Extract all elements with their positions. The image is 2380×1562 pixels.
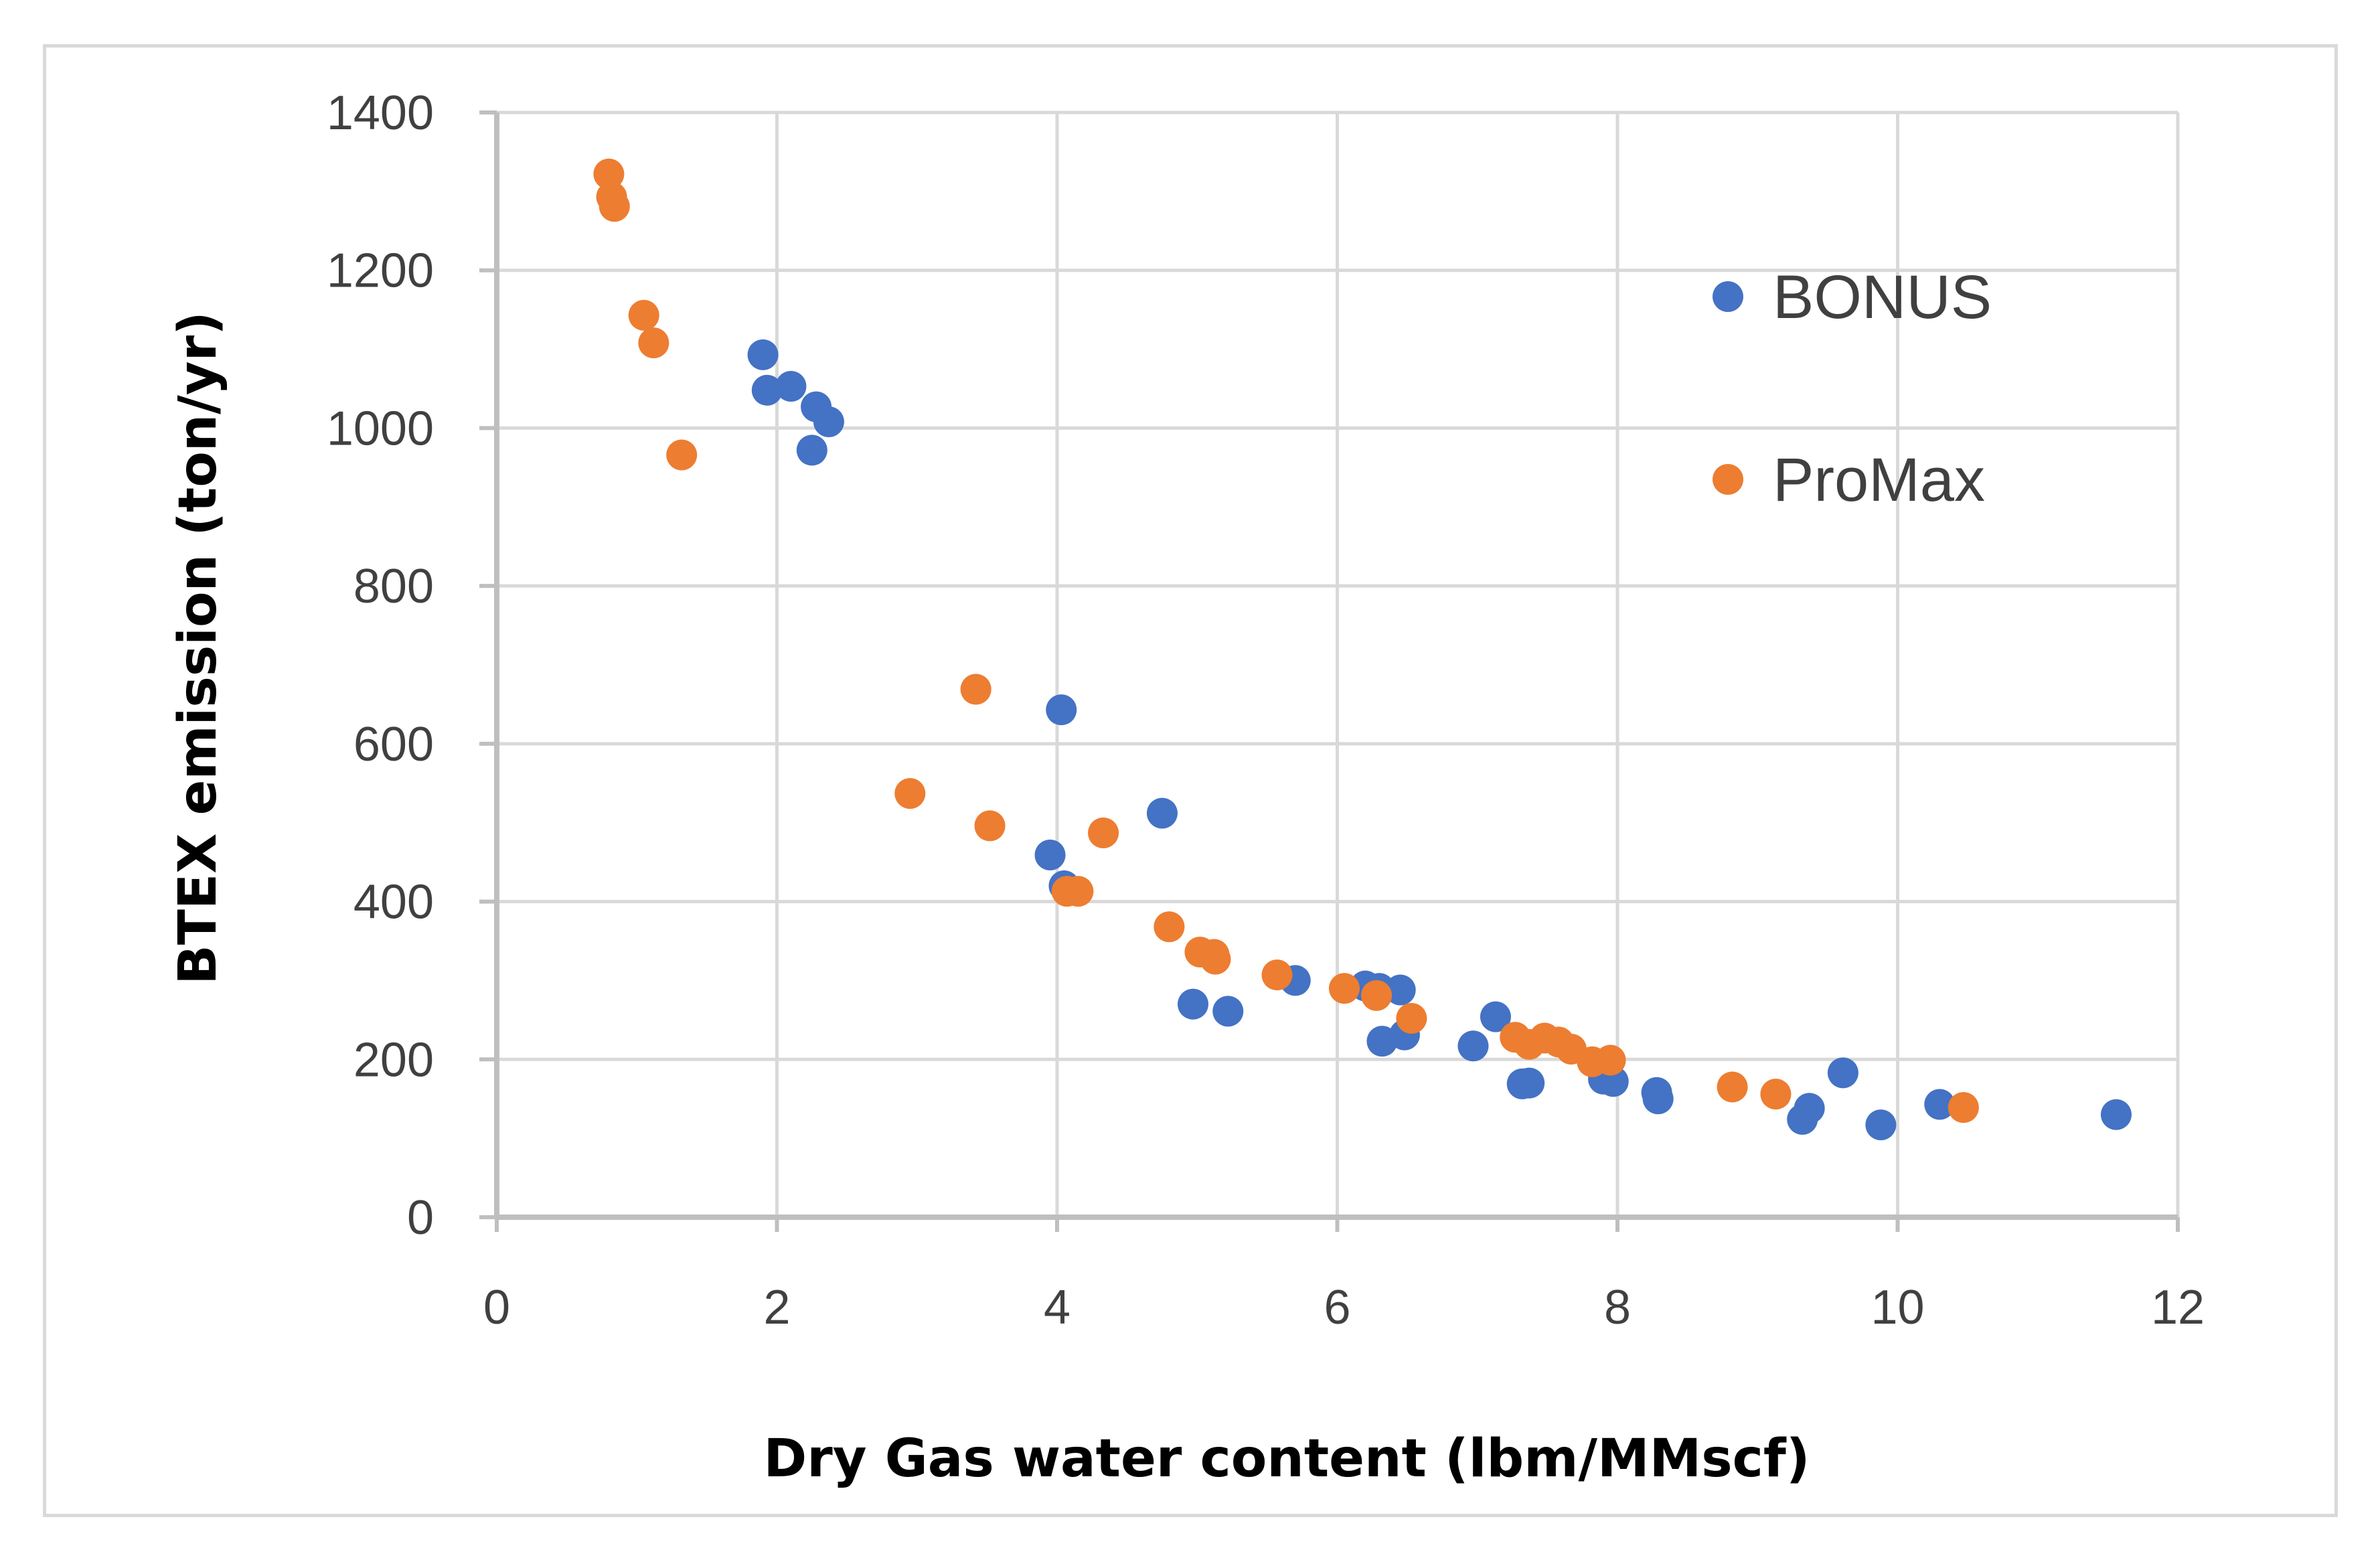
data-point-promax (894, 778, 926, 809)
y-tick-label: 800 (353, 560, 434, 613)
y-tick-label: 200 (353, 1033, 434, 1087)
data-point-promax (1328, 973, 1360, 1004)
data-point-bonus (813, 406, 844, 437)
x-tick-label: 8 (1604, 1281, 1631, 1334)
series-promax (593, 158, 1979, 1123)
legend-marker-bonus (1713, 281, 1743, 312)
x-tick-label: 2 (763, 1281, 790, 1334)
data-point-promax (638, 327, 669, 359)
data-point-promax (1088, 817, 1119, 849)
data-point-bonus (1924, 1089, 1956, 1120)
data-point-promax (1948, 1092, 1979, 1123)
x-tick-label: 6 (1324, 1281, 1350, 1334)
data-point-promax (1200, 943, 1231, 975)
data-point-bonus (1034, 840, 1066, 871)
legend-label-bonus: BONUS (1773, 263, 1992, 331)
legend-label-promax: ProMax (1773, 446, 1985, 514)
chart-frame (43, 44, 2338, 1517)
data-point-promax (628, 299, 659, 331)
data-point-bonus (751, 374, 783, 406)
y-tick-label: 1400 (327, 86, 434, 140)
data-point-bonus (1642, 1083, 1674, 1115)
data-point-promax (1361, 980, 1393, 1011)
data-point-bonus (1865, 1109, 1897, 1141)
data-point-bonus (747, 339, 779, 370)
legend-marker-promax (1713, 464, 1743, 495)
data-point-bonus (1794, 1093, 1825, 1124)
data-point-promax (1717, 1071, 1748, 1103)
data-point-bonus (1384, 974, 1416, 1006)
y-axis-title: BTEX emission (ton/yr) (168, 311, 228, 985)
axes (479, 110, 2180, 1232)
data-points (593, 158, 2132, 1141)
data-point-promax (593, 158, 625, 189)
x-tick-label: 12 (2151, 1281, 2205, 1334)
data-point-promax (1760, 1079, 1792, 1110)
data-point-bonus (1480, 1001, 1511, 1032)
data-point-promax (599, 191, 630, 222)
tick-labels: 0 200 400 600 800 1000 1200 1400 0 2 4 6 8 10 12 (327, 86, 2205, 1334)
x-tick-label: 10 (1871, 1281, 1924, 1334)
data-point-promax (666, 439, 698, 471)
data-point-promax (1396, 1003, 1427, 1034)
y-tick-label: 0 (407, 1191, 434, 1245)
series-bonus (747, 339, 2132, 1141)
data-point-promax (1261, 959, 1293, 991)
data-point-bonus (796, 435, 827, 466)
y-tick-label: 400 (353, 876, 434, 929)
data-point-promax (1595, 1044, 1626, 1076)
x-axis-title: Dry Gas water content (lbm/MMscf) (764, 1429, 1810, 1489)
data-point-promax (960, 674, 991, 705)
data-point-bonus (775, 370, 807, 402)
data-point-bonus (2100, 1099, 2132, 1130)
data-point-bonus (1177, 988, 1208, 1020)
data-point-bonus (1457, 1030, 1489, 1062)
data-point-bonus (1046, 694, 1077, 726)
gridlines (497, 110, 2180, 1217)
legend: BONUS ProMax (1713, 263, 1992, 514)
data-point-promax (1062, 876, 1094, 907)
data-point-bonus (1212, 996, 1244, 1027)
data-point-bonus (1514, 1067, 1545, 1099)
y-tick-label: 1000 (327, 402, 434, 455)
data-point-promax (1154, 911, 1185, 943)
y-tick-label: 600 (353, 718, 434, 771)
x-tick-label: 4 (1044, 1281, 1070, 1334)
data-point-bonus (1827, 1057, 1858, 1089)
y-tick-label: 1200 (327, 244, 434, 298)
data-point-promax (974, 810, 1006, 842)
x-tick-label: 0 (483, 1281, 510, 1334)
data-point-bonus (1146, 797, 1178, 829)
